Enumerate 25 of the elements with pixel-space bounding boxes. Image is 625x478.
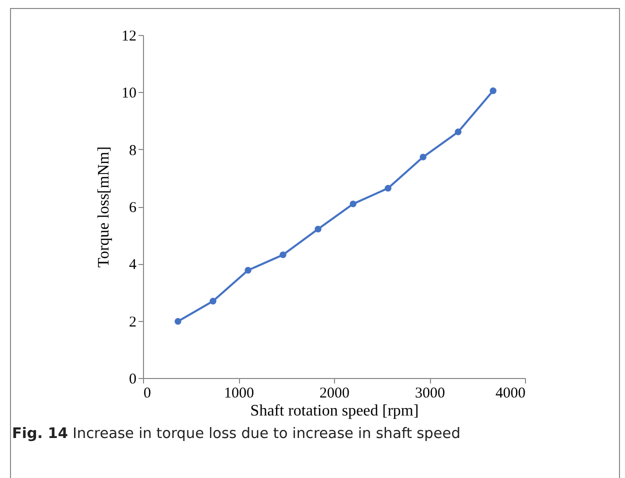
point bbox=[420, 154, 426, 160]
point bbox=[384, 184, 392, 192]
x-tick-label: 4000 bbox=[496, 386, 526, 402]
y-tick-label: 0 bbox=[129, 372, 136, 388]
x-tick-label: 3000 bbox=[415, 386, 445, 402]
y-tick-label: 8 bbox=[129, 142, 136, 159]
point bbox=[314, 226, 322, 232]
point bbox=[280, 251, 286, 258]
y-tick-label: 12 bbox=[122, 28, 136, 44]
x-tick-label: 1000 bbox=[224, 386, 254, 402]
x-tick-label: 0 bbox=[144, 386, 151, 402]
point bbox=[174, 318, 182, 325]
y-tick-label: 4 bbox=[129, 257, 137, 274]
point bbox=[454, 128, 462, 136]
point bbox=[490, 87, 496, 94]
point bbox=[350, 200, 356, 208]
y-axis-title: Torque loss[mNm] bbox=[96, 146, 112, 268]
y-tick-label: 2 bbox=[129, 314, 136, 330]
point bbox=[244, 266, 252, 274]
point bbox=[210, 298, 216, 304]
y-tick-label: 10 bbox=[122, 86, 136, 102]
x-axis-title: Shaft rotation speed [rpm] bbox=[250, 402, 419, 420]
y-tick-label: 6 bbox=[129, 200, 137, 216]
x-tick-label: 2000 bbox=[320, 386, 350, 402]
caption: Fig. 14 Increase in torque loss due to increase in shaft speed bbox=[12, 426, 460, 442]
